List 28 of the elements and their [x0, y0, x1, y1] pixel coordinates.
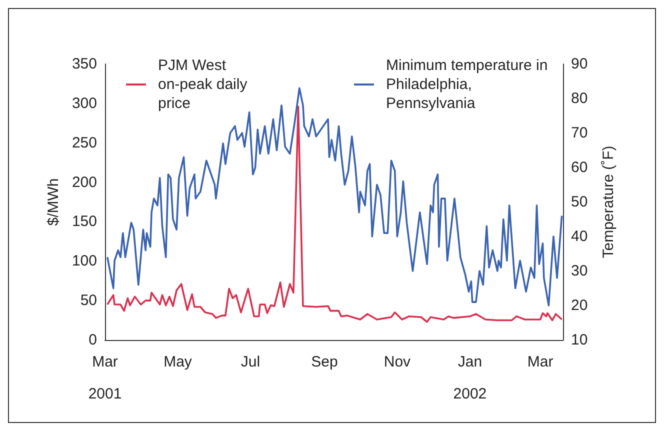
y2-tick-label: 30 [571, 262, 588, 280]
y2-tick-label: 50 [571, 194, 588, 210]
y2-tick-label: 80 [571, 90, 588, 107]
y-tick-label: 250 [72, 134, 97, 152]
y-tick-label: 50 [80, 292, 97, 310]
y-tick-label: 200 [72, 174, 97, 191]
x-tick-label: Mar 2001 [88, 354, 122, 402]
legend-label: PJM West on-peak daily price [158, 57, 252, 112]
y-tick-label: 350 [72, 56, 97, 72]
x-tick-label: Jan 2002 [453, 354, 487, 402]
y-tick-label: 100 [72, 252, 97, 270]
y2-tick-label: 70 [571, 124, 588, 142]
y2-tick-label: 60 [571, 159, 588, 176]
legend-label: Minimum temperature in Philadelphia, Pennsylvania [386, 57, 552, 112]
x-tick-label: May [164, 354, 192, 370]
x-tick-label: Jul [240, 354, 260, 370]
x-tick-label: Sep [311, 354, 338, 370]
y-tick-label: 300 [72, 94, 97, 112]
x-tick-label: Mar [527, 354, 554, 370]
y-tick-label: 150 [72, 213, 97, 230]
y2-tick-label: 20 [571, 297, 588, 314]
y-tick-label: 0 [88, 332, 97, 348]
y-axis-title: $/MWh [45, 178, 62, 226]
y2-tick-label: 90 [571, 56, 588, 72]
y2-tick-label: 10 [571, 332, 588, 348]
y2-tick-label: 40 [571, 228, 588, 245]
y2-axis-title: Temperature (˚F) [600, 146, 617, 258]
x-tick-label: Nov [384, 354, 412, 370]
